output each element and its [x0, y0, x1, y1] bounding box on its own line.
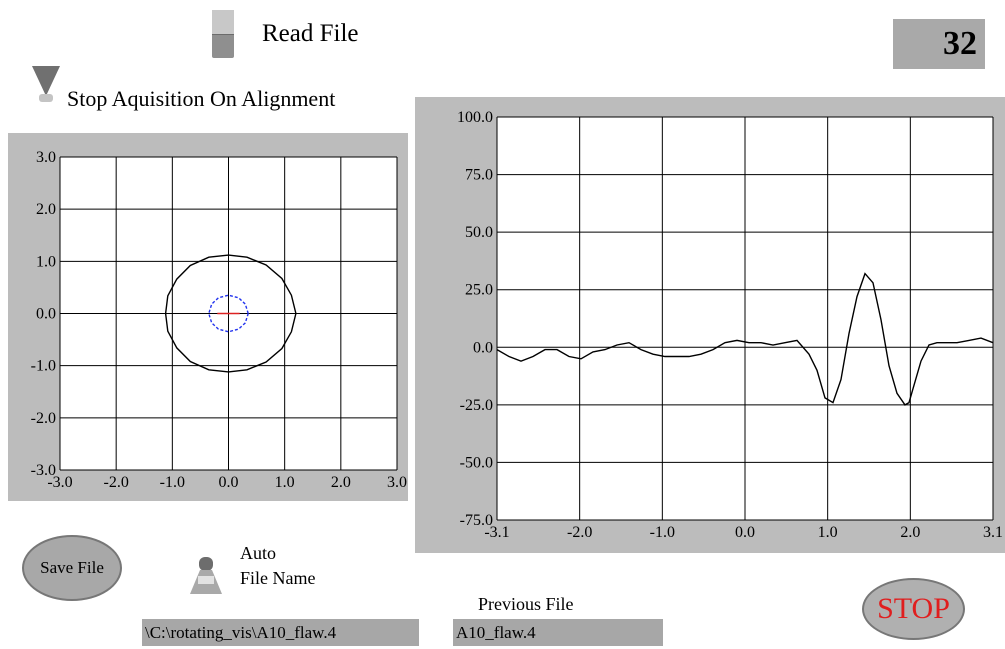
auto-file-name-toggle[interactable] [188, 556, 224, 598]
xy-plot: -3.0 -2.0 -1.0 0.0 1.0 2.0 3.0 3.0 2.0 1.0 0.0 -1.… [31, 149, 407, 491]
x-tick-label: -1.0 [160, 474, 185, 491]
xy-series-line-0 [164, 254, 297, 373]
y-tick-label: 0.0 [473, 339, 493, 356]
x-tick-label: -3.0 [47, 474, 72, 491]
x-tick-label: 1.0 [275, 474, 295, 491]
x-tick-label: -1.0 [650, 524, 675, 541]
stop-acquisition-label: Stop Aquisition On Alignment [67, 86, 336, 111]
y-tick-label: 1.0 [36, 253, 56, 270]
x-tick-label: 3.1 [983, 524, 1003, 541]
previous-file-label: Previous File [478, 594, 574, 614]
x-tick-label: 1.0 [818, 524, 838, 541]
x-tick-label: -2.0 [104, 474, 129, 491]
auto-file-name-label-line1: Auto [240, 543, 276, 563]
y-tick-label: -3.0 [31, 462, 56, 479]
read-file-toggle[interactable] [212, 10, 234, 58]
x-tick-label: 3.0 [387, 474, 407, 491]
x-tick-label: 2.0 [331, 474, 351, 491]
y-tick-label: 3.0 [36, 149, 56, 166]
waveform-plot-panel: -3.1 -2.0 -1.0 0.0 1.0 2.0 3.1 100.0 75.0 50.0 25… [415, 97, 1005, 553]
stop-button[interactable]: STOP [862, 578, 965, 640]
counter-display: 32 [893, 19, 985, 69]
xy-plot-panel: -3.0 -2.0 -1.0 0.0 1.0 2.0 3.0 3.0 2.0 1.0 0.0 -1.… [8, 133, 408, 501]
y-tick-label: -50.0 [460, 454, 493, 471]
y-tick-label: -75.0 [460, 512, 493, 529]
y-tick-label: 25.0 [465, 282, 493, 299]
y-tick-label: 100.0 [457, 109, 493, 126]
y-tick-label: 2.0 [36, 201, 56, 218]
y-tick-label: -25.0 [460, 397, 493, 414]
read-file-label: Read File [262, 20, 359, 47]
x-tick-label: 0.0 [219, 474, 239, 491]
y-tick-label: 75.0 [465, 167, 493, 184]
y-tick-label: 50.0 [465, 224, 493, 241]
y-tick-label: 0.0 [36, 306, 56, 323]
y-tick-label: -1.0 [31, 358, 56, 375]
wf-series-line-0 [496, 272, 994, 406]
x-tick-label: 2.0 [900, 524, 920, 541]
file-path-field[interactable]: \C:\rotating_vis\A10_flaw.4 [142, 619, 419, 646]
x-tick-label: -3.1 [484, 524, 509, 541]
stop-acquisition-toggle[interactable] [31, 64, 61, 104]
auto-file-name-label-line2: File Name [240, 568, 316, 588]
waveform-plot: -3.1 -2.0 -1.0 0.0 1.0 2.0 3.1 100.0 75.0 50.0 25… [457, 109, 1003, 541]
save-file-button[interactable]: Save File [22, 535, 122, 601]
x-tick-label: -2.0 [567, 524, 592, 541]
y-tick-label: -2.0 [31, 410, 56, 427]
x-tick-label: 0.0 [735, 524, 755, 541]
previous-file-field: A10_flaw.4 [453, 619, 663, 646]
